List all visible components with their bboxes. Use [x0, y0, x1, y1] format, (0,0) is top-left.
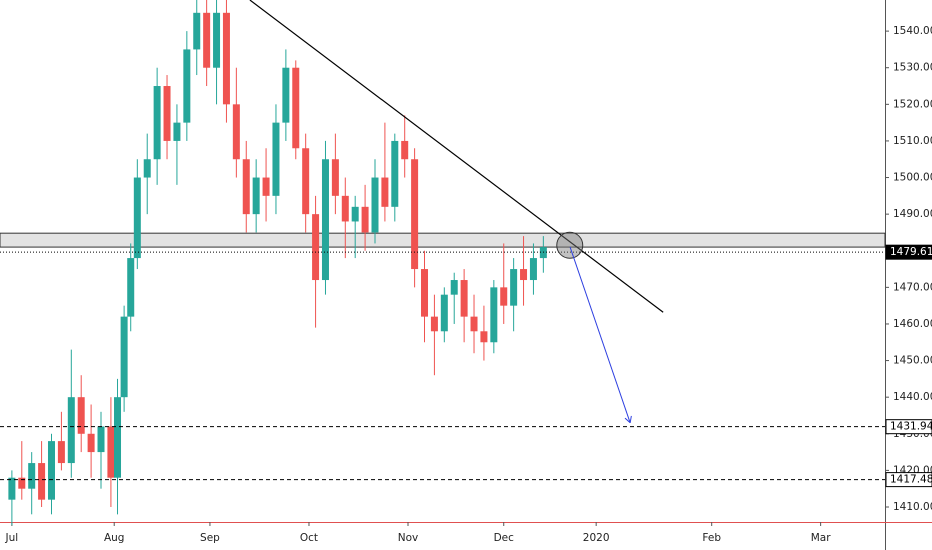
candle-body	[262, 177, 270, 196]
candle-body	[87, 433, 95, 453]
candle-body	[120, 316, 128, 398]
candle-body	[351, 206, 359, 222]
candle-body	[480, 331, 488, 343]
candle-body	[302, 148, 310, 215]
candle-body	[77, 397, 85, 434]
x-tick-label: Jul	[5, 532, 19, 544]
y-tick-label: 1510.00	[893, 135, 932, 147]
candle-body	[421, 269, 429, 317]
x-tick-label: Feb	[702, 532, 721, 544]
candle-body	[440, 294, 448, 332]
y-tick-label: 1500.00	[893, 172, 932, 184]
y-tick-label: 1540.00	[893, 25, 932, 37]
level-label-bg	[885, 472, 932, 488]
x-tick-label: 2020	[583, 532, 610, 544]
candle-body	[203, 12, 211, 68]
level-label: 1479.61	[890, 246, 932, 258]
y-tick-label: 1520.00	[893, 98, 932, 110]
level-label: 1417.48	[890, 474, 932, 486]
arrow	[569, 246, 631, 423]
candle-body	[401, 140, 409, 160]
candle-body	[381, 177, 389, 207]
candle-body	[341, 195, 349, 222]
level-label-bg	[885, 244, 932, 260]
candle-body	[371, 177, 379, 233]
candle-body	[107, 426, 115, 478]
candle-body	[450, 280, 458, 295]
candle-body	[312, 214, 320, 281]
x-tick-label: Aug	[104, 532, 125, 544]
candle-body	[331, 159, 339, 196]
y-tick-label: 1440.00	[893, 391, 932, 403]
candle-body	[391, 140, 399, 207]
arrow-head	[629, 415, 632, 423]
candle-body	[47, 441, 55, 500]
level-label: 1431.94	[890, 421, 932, 433]
candle-body	[97, 426, 105, 453]
candle-body	[272, 122, 280, 196]
candle-body	[430, 316, 438, 332]
y-tick-label: 1470.00	[893, 281, 932, 293]
x-tick-label: Oct	[300, 532, 318, 544]
x-tick-label: Dec	[494, 532, 515, 544]
candle-body	[500, 287, 508, 306]
y-tick-label: 1530.00	[893, 62, 932, 74]
candle-body	[127, 258, 135, 317]
arrow-head	[624, 417, 631, 424]
candle-body	[153, 86, 161, 160]
candle-body	[28, 463, 36, 489]
candle-body	[529, 258, 537, 281]
candle-body	[242, 159, 250, 215]
candle-body	[510, 269, 518, 306]
candle-body	[38, 463, 46, 500]
candle-body	[133, 177, 141, 259]
candle-body	[411, 159, 419, 270]
candle-body	[143, 159, 151, 178]
y-tick-label: 1490.00	[893, 208, 932, 220]
candle-body	[520, 269, 528, 281]
candle-body	[18, 477, 26, 489]
y-tick-label: 1410.00	[893, 501, 932, 513]
candle-body	[193, 12, 201, 50]
level-label-bg	[885, 419, 932, 435]
candle-body	[292, 67, 300, 149]
candle-body	[213, 12, 221, 68]
candle-body	[67, 397, 75, 464]
zone	[0, 232, 886, 248]
candle-body	[232, 104, 240, 160]
candle-body	[173, 122, 181, 141]
candle-body	[470, 316, 478, 332]
candle-body	[163, 86, 171, 141]
trendline	[249, 0, 664, 313]
candle-body	[8, 477, 16, 500]
candle-body	[57, 441, 65, 464]
candle-body	[183, 49, 191, 123]
y-tick-label: 1460.00	[893, 318, 932, 330]
candle-body	[321, 159, 329, 281]
candle-body	[361, 206, 369, 233]
candle-body	[460, 280, 468, 317]
candle-body	[222, 12, 230, 105]
candle-body	[252, 177, 260, 215]
x-tick-label: Sep	[200, 532, 220, 544]
candle-body	[490, 287, 498, 343]
y-tick-label: 1450.00	[893, 355, 932, 367]
candle-body	[282, 67, 290, 123]
x-tick-label: Nov	[398, 532, 419, 544]
candle-body	[114, 397, 122, 478]
x-tick-label: Mar	[811, 532, 831, 544]
marker	[556, 231, 584, 259]
